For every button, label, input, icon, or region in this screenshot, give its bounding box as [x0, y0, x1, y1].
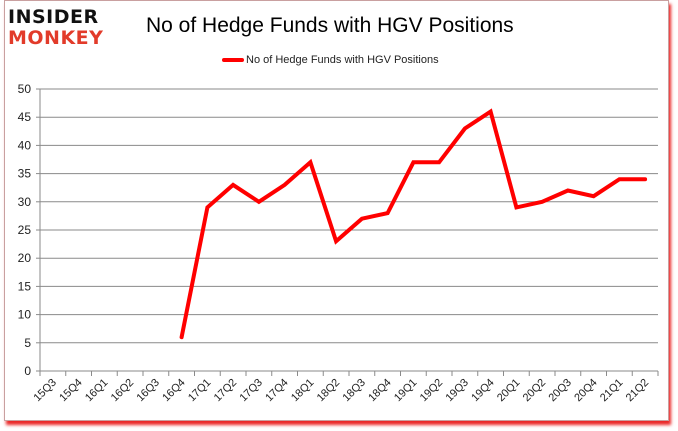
gridlines [40, 88, 658, 344]
y-tick-label: 10 [18, 308, 32, 322]
legend-line-swatch-icon [222, 58, 244, 62]
x-tick-label: 19Q4 [469, 377, 497, 405]
x-tick-label: 18Q3 [340, 377, 368, 405]
y-tick-label: 20 [18, 251, 32, 265]
x-tick-label: 16Q3 [134, 377, 162, 405]
y-tick-label: 30 [18, 195, 32, 209]
x-tick-label: 17Q4 [263, 377, 291, 405]
legend-label: No of Hedge Funds with HGV Positions [246, 54, 439, 66]
y-tick-label: 5 [24, 336, 31, 350]
logo-text-bottom: MONKEY [8, 27, 104, 49]
y-axis: 0 5 10 15 20 25 30 35 40 45 50 [18, 82, 41, 378]
x-tick-label: 21Q1 [598, 377, 626, 405]
x-tick-label: 19Q1 [392, 377, 420, 405]
x-tick-label: 20Q2 [521, 377, 549, 405]
y-tick-label: 35 [18, 167, 32, 181]
x-tick-label: 20Q3 [546, 377, 574, 405]
x-tick-label: 17Q3 [237, 377, 265, 405]
x-tick-label: 17Q1 [186, 377, 214, 405]
logo-text-top: INSIDER [8, 6, 99, 28]
x-tick-label: 16Q2 [109, 377, 137, 405]
chart-frame [4, 0, 669, 421]
x-tick-label: 16Q4 [160, 377, 188, 405]
y-tick-label: 45 [18, 110, 32, 124]
x-tick-label: 18Q4 [366, 377, 394, 405]
y-tick-label: 0 [24, 364, 31, 378]
data-series [179, 108, 648, 340]
y-tick-label: 25 [18, 223, 32, 237]
x-tick-label: 20Q1 [495, 377, 523, 405]
y-tick-label: 40 [18, 138, 32, 152]
x-tick-label: 18Q1 [289, 377, 317, 405]
chart-title: No of Hedge Funds with HGV Positions [146, 14, 514, 37]
x-tick-label: 21Q2 [624, 377, 652, 405]
x-tick-label: 19Q3 [443, 377, 471, 405]
x-tick-label: 15Q4 [57, 377, 85, 405]
x-tick-label: 16Q1 [83, 377, 111, 405]
y-tick-label: 50 [18, 82, 32, 96]
chart-legend: No of Hedge Funds with HGV Positions [222, 54, 439, 66]
x-tick-label: 19Q2 [418, 377, 446, 405]
x-axis: 15Q315Q416Q116Q216Q316Q417Q117Q217Q317Q4… [31, 370, 659, 405]
insider-monkey-logo: INSIDER MONKEY [8, 8, 126, 48]
y-tick-label: 15 [18, 279, 32, 293]
x-tick-label: 17Q2 [212, 377, 240, 405]
x-tick-label: 15Q3 [31, 377, 59, 405]
x-tick-label: 18Q2 [315, 377, 343, 405]
x-tick-label: 20Q4 [572, 377, 600, 405]
series-line [179, 108, 648, 340]
